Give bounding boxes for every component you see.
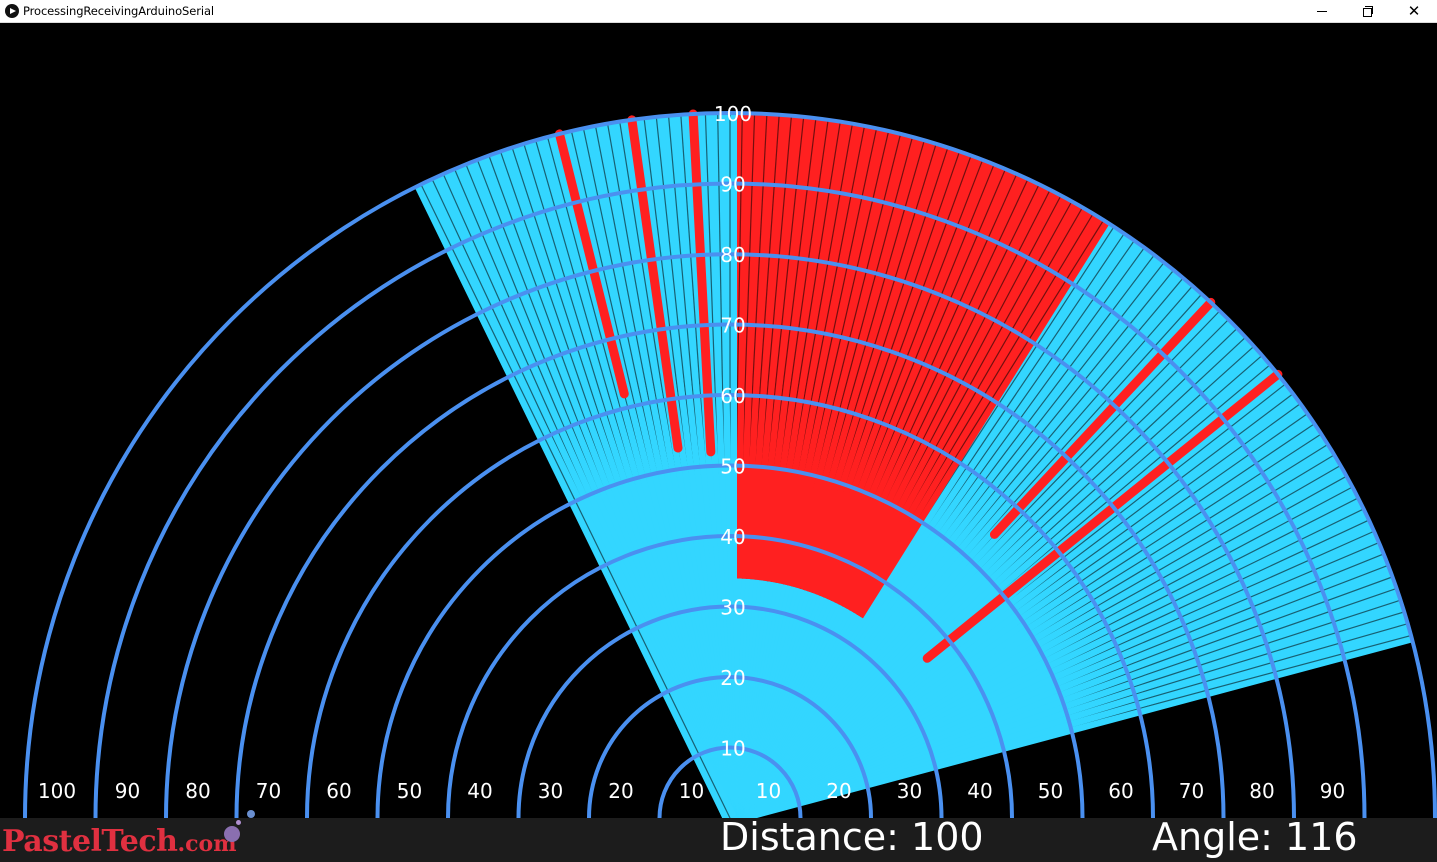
object-spike <box>989 297 1216 539</box>
watermark-logo: PastelTech.com <box>2 810 255 862</box>
right-range-label: 30 <box>897 779 922 803</box>
vertical-range-label: 60 <box>720 384 745 408</box>
vertical-range-label: 30 <box>720 596 745 620</box>
left-range-label: 60 <box>326 779 351 803</box>
distance-readout: Distance: 100 <box>720 815 984 859</box>
logo-dot <box>247 810 255 818</box>
close-icon: ✕ <box>1407 1 1421 20</box>
left-range-label: 70 <box>256 779 281 803</box>
logo-dot <box>224 826 240 842</box>
vertical-range-label: 40 <box>720 525 745 549</box>
vertical-range-label: 50 <box>720 455 745 479</box>
vertical-range-label: 90 <box>720 173 745 197</box>
range-ring <box>587 675 873 818</box>
status-bar <box>0 818 1437 862</box>
vertical-range-label: 70 <box>720 314 745 338</box>
restore-button[interactable] <box>1345 0 1391 22</box>
right-range-label: 20 <box>826 779 851 803</box>
vertical-range-label: 100 <box>714 102 752 126</box>
minimize-button[interactable] <box>1299 0 1345 22</box>
minimize-icon <box>1317 10 1327 12</box>
title-bar: ProcessingReceivingArduinoSerial ✕ <box>0 0 1437 23</box>
logo-dot <box>236 820 241 825</box>
left-range-label: 20 <box>608 779 633 803</box>
processing-play-icon <box>5 4 19 18</box>
right-range-label: 70 <box>1179 779 1204 803</box>
left-range-label: 100 <box>38 779 76 803</box>
right-range-label: 40 <box>967 779 992 803</box>
vertical-range-label: 20 <box>720 666 745 690</box>
range-labels: 10 20 30 40 50 60 70 80 90 100 100 90 80 70 60 50 40 30 20… <box>38 102 1345 803</box>
range-ring <box>516 604 944 818</box>
range-rings <box>23 111 1437 818</box>
range-ring <box>375 463 1085 818</box>
vertical-range-label: 10 <box>720 737 745 761</box>
object-spike <box>627 115 683 453</box>
radar-display: 10 20 30 40 50 60 70 80 90 100 100 90 80 70 60 50 40 30 20… <box>23 102 1437 818</box>
left-range-label: 30 <box>538 779 563 803</box>
right-range-label: 50 <box>1038 779 1063 803</box>
right-range-label: 90 <box>1320 779 1345 803</box>
window-title: ProcessingReceivingArduinoSerial <box>23 4 214 18</box>
object-spike <box>922 369 1283 663</box>
range-ring <box>657 745 803 818</box>
sweep-rays <box>414 109 1413 818</box>
left-range-label: 50 <box>397 779 422 803</box>
range-ring <box>305 393 1155 818</box>
close-button[interactable]: ✕ <box>1391 0 1437 22</box>
range-ring <box>446 534 1014 818</box>
vertical-range-label: 80 <box>720 243 745 267</box>
range-ring <box>234 322 1226 818</box>
left-range-label: 80 <box>185 779 210 803</box>
left-range-label: 40 <box>467 779 492 803</box>
range-ring <box>164 252 1296 818</box>
watermark-text: PastelTech <box>2 824 178 859</box>
range-ring <box>93 181 1367 818</box>
object-spike <box>554 129 629 399</box>
range-ring <box>23 111 1437 818</box>
left-range-label: 10 <box>679 779 704 803</box>
right-range-label: 10 <box>756 779 781 803</box>
restore-icon <box>1363 6 1373 17</box>
left-range-label: 90 <box>115 779 140 803</box>
right-range-label: 80 <box>1249 779 1274 803</box>
right-range-label: 60 <box>1108 779 1133 803</box>
angle-readout: Angle: 116 <box>1152 815 1358 859</box>
